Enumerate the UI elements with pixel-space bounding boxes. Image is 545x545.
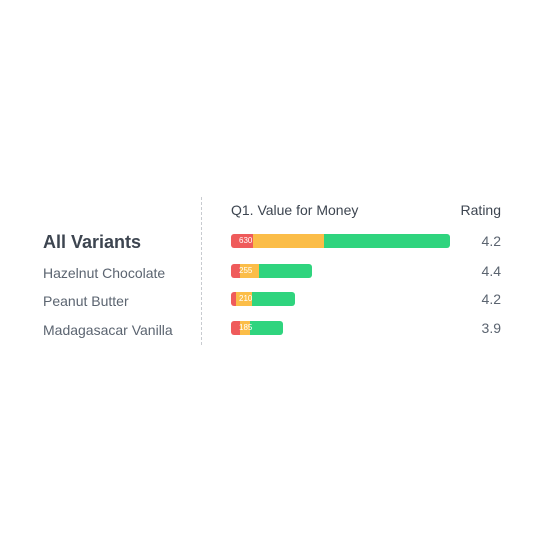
column-divider bbox=[201, 197, 202, 345]
segment-positive bbox=[250, 321, 283, 335]
segment-negative bbox=[231, 321, 240, 335]
stacked-bar: 255 bbox=[231, 264, 312, 278]
segment-positive bbox=[251, 292, 295, 306]
segment-negative bbox=[231, 264, 240, 278]
segment-negative bbox=[231, 292, 237, 306]
segment-value-label: 185 bbox=[239, 323, 253, 332]
stacked-bar: 630 bbox=[231, 234, 450, 248]
segment-negative bbox=[231, 234, 253, 248]
category-label: Hazelnut Chocolate bbox=[43, 265, 166, 281]
segment-neutral bbox=[239, 264, 260, 278]
stacked-bar: 210 bbox=[231, 292, 295, 306]
category-label: Peanut Butter bbox=[43, 293, 129, 309]
rating-value: 4.2 bbox=[481, 291, 501, 307]
segment-value-label: 210 bbox=[239, 294, 253, 303]
rating-value: 4.2 bbox=[481, 233, 501, 249]
segment-value-label: 255 bbox=[239, 266, 253, 275]
stacked-bar: 185 bbox=[231, 321, 283, 335]
segment-neutral bbox=[239, 321, 251, 335]
segment-neutral bbox=[236, 292, 252, 306]
rating-value: 4.4 bbox=[481, 263, 501, 279]
question-header: Q1. Value for Money bbox=[231, 202, 359, 218]
segment-value-label: 630 bbox=[239, 236, 253, 245]
rating-value: 3.9 bbox=[481, 320, 501, 336]
segment-positive bbox=[259, 264, 312, 278]
category-label: All Variants bbox=[43, 232, 142, 252]
segment-positive bbox=[324, 234, 450, 248]
segment-neutral bbox=[252, 234, 325, 248]
rating-header: Rating bbox=[460, 202, 501, 218]
category-label: Madagasacar Vanilla bbox=[43, 322, 173, 338]
